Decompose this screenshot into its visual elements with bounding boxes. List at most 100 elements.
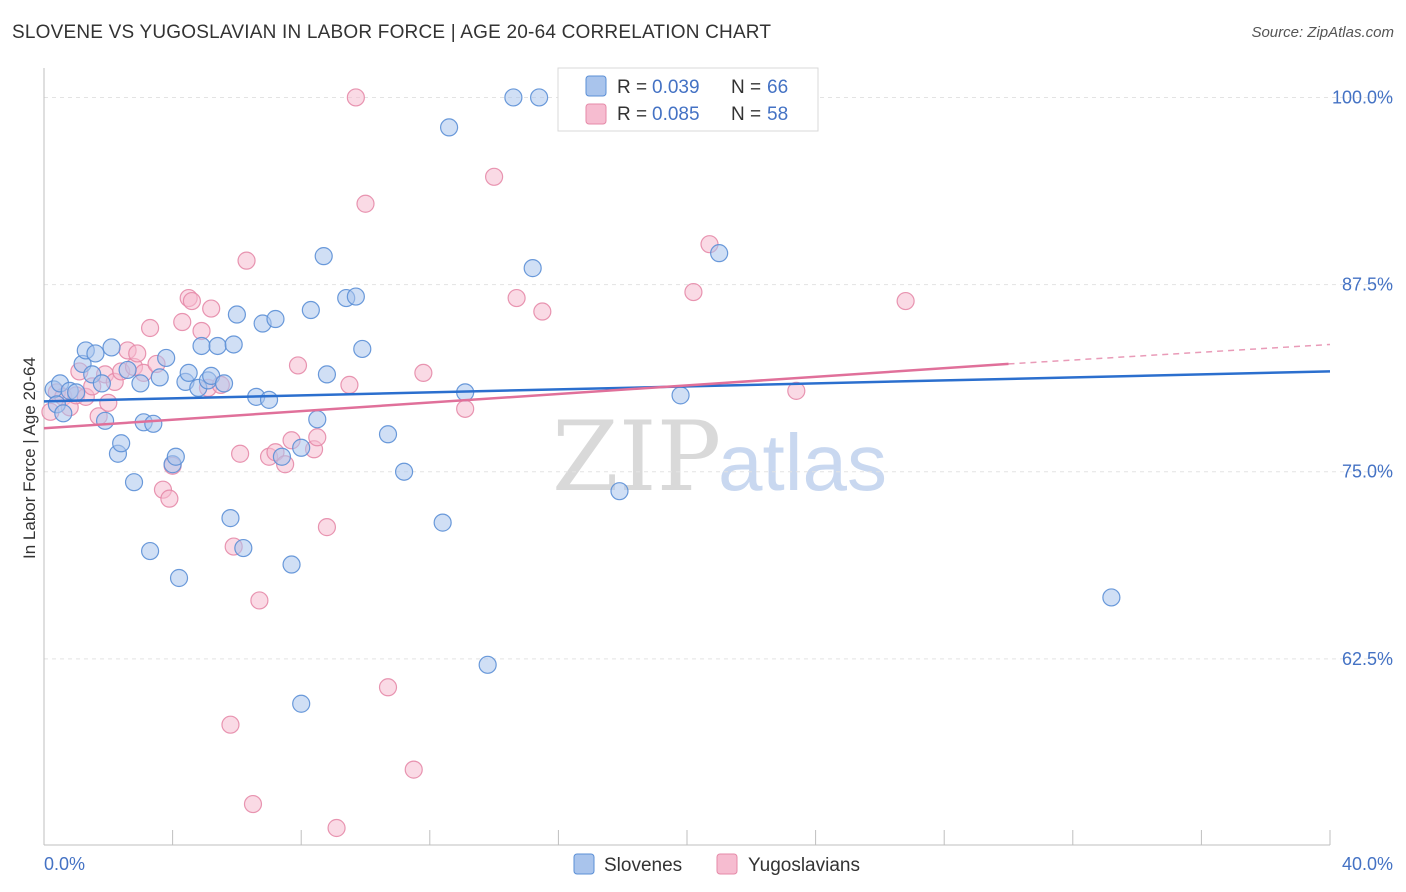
slovenes-point-57 <box>478 655 497 674</box>
gridlines <box>44 96 1392 660</box>
yugoslavians-point-48 <box>404 760 423 779</box>
yugoslavians-point-49 <box>414 363 433 383</box>
slovenes-point-64 <box>1102 588 1121 607</box>
bottom-legend-swatch-yugoslavians <box>716 853 738 875</box>
yugoslavians-point-45 <box>346 88 365 107</box>
chart-title: SLOVENE VS YUGOSLAVIAN IN LABOR FORCE | … <box>12 22 772 43</box>
yugoslavians-point-41 <box>308 428 327 447</box>
slovenes-point-36 <box>227 305 246 324</box>
slovenes-point-15 <box>118 360 137 380</box>
slovenes-point-9 <box>86 344 105 363</box>
yugoslavians-point-39 <box>288 356 308 375</box>
yugoslavians-point-43 <box>327 818 346 838</box>
slovenes-point-33 <box>214 374 234 393</box>
slovenes-point-14 <box>112 434 131 453</box>
x-tick-label-max: 40.0% <box>1342 854 1393 874</box>
slovenes-point-5 <box>67 383 86 402</box>
slovenes-point-19 <box>140 541 160 561</box>
y-tick-labels: 100.0% 87.5% 75.0% 62.5% <box>1332 87 1393 668</box>
series-legend: Slovenes Yugoslavians <box>573 853 860 876</box>
yugoslavians-point-34 <box>250 591 269 610</box>
yugoslavians-point-31 <box>231 444 250 463</box>
watermark-atlas: atlas <box>718 418 887 507</box>
slovenes-point-58 <box>504 88 523 107</box>
bottom-legend-label-slovenes: Slovenes <box>604 855 682 876</box>
slovenes-point-22 <box>157 348 176 368</box>
yugoslavians-point-52 <box>507 288 526 308</box>
yugoslavians-point-33 <box>243 794 263 814</box>
slovenes-point-61 <box>610 482 629 501</box>
yugoslavians-point-24 <box>182 291 201 311</box>
slovenes-point-52 <box>378 425 398 444</box>
legend-n-label-slovenes: N = <box>731 77 761 98</box>
bottom-legend-swatch-slovenes <box>573 853 595 875</box>
slovenes-point-34 <box>221 509 240 528</box>
slovenes-point-29 <box>192 336 211 356</box>
slovenes-point-46 <box>308 410 327 429</box>
slovenes-point-55 <box>439 118 459 137</box>
legend-r-value-yugoslavians: 0.085 <box>652 104 700 125</box>
y-tick-label-2: 75.0% <box>1342 462 1393 482</box>
yugoslavians-point-17 <box>140 318 160 338</box>
yugoslavians-point-53 <box>533 302 552 321</box>
legend-r-label-yugoslavians: R = <box>617 104 647 125</box>
yugoslavians-point-44 <box>340 375 359 394</box>
slovenes-point-50 <box>346 287 365 306</box>
slovenes-point-35 <box>224 335 243 354</box>
slovenes-point-16 <box>124 473 144 492</box>
slovenes-point-59 <box>523 259 542 278</box>
bottom-legend-label-yugoslavians: Yugoslavians <box>748 855 860 876</box>
trend-lines <box>43 343 1331 430</box>
yugoslavians-point-50 <box>456 399 475 418</box>
slovenes-point-12 <box>102 338 121 357</box>
yugoslavians-point-15 <box>128 344 147 363</box>
slovenes-point-25 <box>169 568 189 588</box>
yugoslavians-point-57 <box>896 291 915 311</box>
slovenes-point-54 <box>433 513 452 532</box>
legend-swatch-yugoslavians <box>585 103 607 125</box>
yugoslavians-point-51 <box>485 167 504 186</box>
trend-line-yugoslavians-extension <box>1008 343 1331 365</box>
trend-line-yugoslavians <box>43 362 1009 430</box>
source-label: Source: ZipAtlas.com <box>1251 24 1394 41</box>
yugoslavians-point-10 <box>99 393 118 412</box>
yugoslavians-point-46 <box>356 194 375 213</box>
slovenes-point-45 <box>301 300 320 320</box>
legend-swatch-slovenes <box>585 75 607 97</box>
x-ticks <box>172 830 1331 845</box>
y-tick-label-3: 62.5% <box>1342 649 1393 669</box>
legend-n-value-slovenes: 66 <box>767 77 788 98</box>
slovenes-point-24 <box>166 447 185 466</box>
slovenes-point-40 <box>259 390 279 409</box>
slovenes-point-60 <box>530 88 549 107</box>
yugoslavians-point-20 <box>160 489 179 508</box>
slovenes-point-63 <box>710 244 729 263</box>
y-tick-label-0: 100.0% <box>1332 87 1393 107</box>
yugoslavians-point-27 <box>202 299 221 318</box>
slovenes-point-43 <box>282 555 301 574</box>
slovenes-point-47 <box>314 247 333 266</box>
watermark-zip: ZIP <box>552 401 721 513</box>
slovenes-point-17 <box>131 374 150 393</box>
yugoslavians-point-32 <box>237 251 256 270</box>
legend-r-value-slovenes: 0.039 <box>652 77 700 98</box>
y-axis-label: In Labor Force | Age 20-64 <box>20 357 39 559</box>
slovenes-point-21 <box>150 368 169 387</box>
slovenes-point-10 <box>92 374 111 393</box>
legend-n-value-yugoslavians: 58 <box>767 104 788 125</box>
slovenes-point-41 <box>266 309 285 329</box>
slovenes-point-37 <box>234 538 253 558</box>
slovenes-point-62 <box>671 386 690 405</box>
yugoslavians-point-54 <box>684 282 703 302</box>
yugoslavians-point-22 <box>173 312 192 332</box>
x-tick-label-min: 0.0% <box>44 854 85 874</box>
slovenes-point-20 <box>144 414 163 433</box>
slovenes-point-32 <box>208 336 227 356</box>
legend-n-label-yugoslavians: N = <box>731 104 761 125</box>
slovenes-point-44 <box>292 438 311 457</box>
legend-r-label-slovenes: R = <box>617 77 647 98</box>
slovenes-point-3 <box>54 404 73 423</box>
slovenes-point-42 <box>272 447 292 466</box>
watermark: ZIP atlas <box>552 401 887 513</box>
